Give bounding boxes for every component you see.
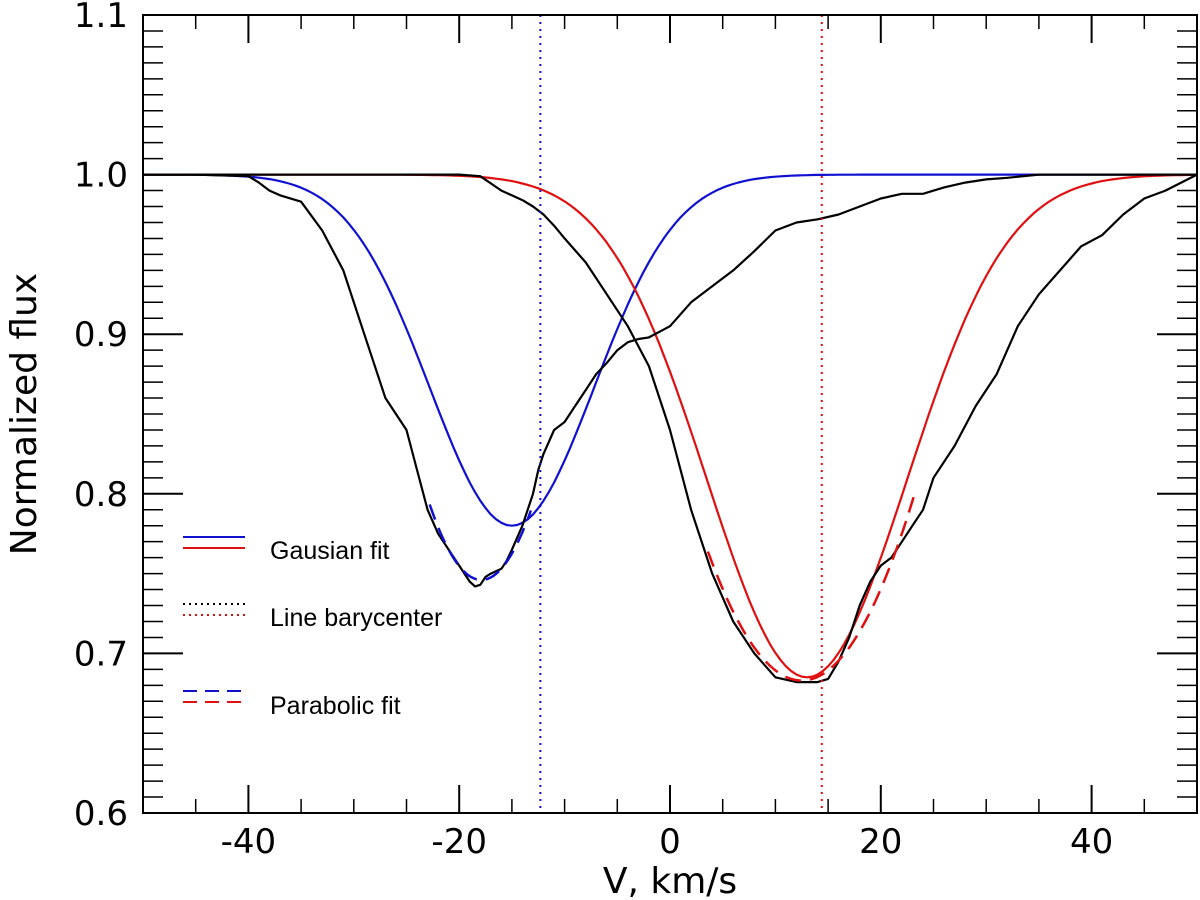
minor-ticks (143, 15, 1197, 813)
y-tick-label: 1.1 (74, 0, 128, 36)
x-tick-label: 40 (1070, 822, 1113, 862)
series-layer (143, 15, 1198, 813)
legend: Gausian fit Line barycenter Parabolic fi… (183, 536, 442, 720)
x-tick-label: 0 (659, 822, 681, 862)
y-tick-label: 0.9 (74, 315, 128, 355)
x-tick-label: -40 (221, 822, 277, 862)
legend-gaussian-label: Gausian fit (270, 537, 390, 565)
gaussian-fit-blue-line (143, 173, 1197, 527)
plot-frame (142, 14, 1198, 814)
observed-profile-left-component-line (143, 173, 1197, 588)
y-tick-label: 1.0 (74, 156, 128, 196)
x-tick-label: 20 (859, 822, 902, 862)
legend-parabolic-label: Parabolic fit (270, 692, 401, 720)
parabolic-fit-red-line (706, 493, 916, 682)
legend-barycenter-label: Line barycenter (270, 604, 442, 632)
y-axis-title: Normalized flux (4, 273, 45, 555)
y-tick-label: 0.6 (74, 794, 128, 834)
x-tick-label: -20 (431, 822, 487, 862)
y-tick-label: 0.8 (74, 475, 128, 515)
x-axis-title: V, km/s (603, 861, 737, 900)
y-tick-label: 0.7 (74, 634, 128, 674)
y-tick-labels: 0.6 0.7 0.8 0.9 1.0 1.1 (74, 0, 128, 834)
observed-profile-right-component-line (143, 173, 1198, 684)
x-tick-labels: -40 -20 0 20 40 (221, 822, 1114, 862)
gaussian-fit-red-line (143, 173, 1197, 679)
